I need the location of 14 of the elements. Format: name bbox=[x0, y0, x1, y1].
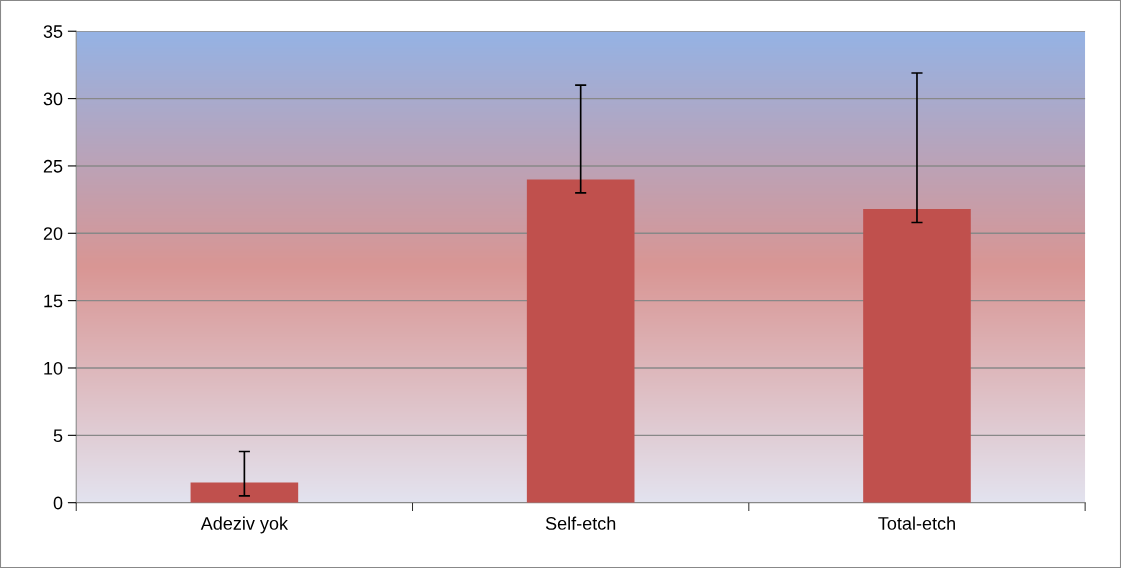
bar bbox=[863, 209, 971, 503]
y-tick-label: 35 bbox=[43, 25, 63, 38]
bar bbox=[190, 482, 299, 503]
y-tick-label: 0 bbox=[53, 496, 63, 510]
y-tick-label: 10 bbox=[44, 361, 63, 375]
y-tick-label: 20 bbox=[43, 227, 63, 241]
x-tick-label: Self-etch bbox=[545, 516, 616, 530]
y-tick-label: 15 bbox=[44, 294, 63, 308]
y-tick-label: 5 bbox=[53, 429, 63, 443]
x-tick-label: Total-etch bbox=[878, 516, 955, 530]
y-tick-label: 25 bbox=[43, 159, 63, 173]
bar bbox=[526, 179, 635, 503]
x-tick-label: Adeziv yok bbox=[200, 516, 289, 534]
y-tick-label: 30 bbox=[43, 92, 63, 106]
